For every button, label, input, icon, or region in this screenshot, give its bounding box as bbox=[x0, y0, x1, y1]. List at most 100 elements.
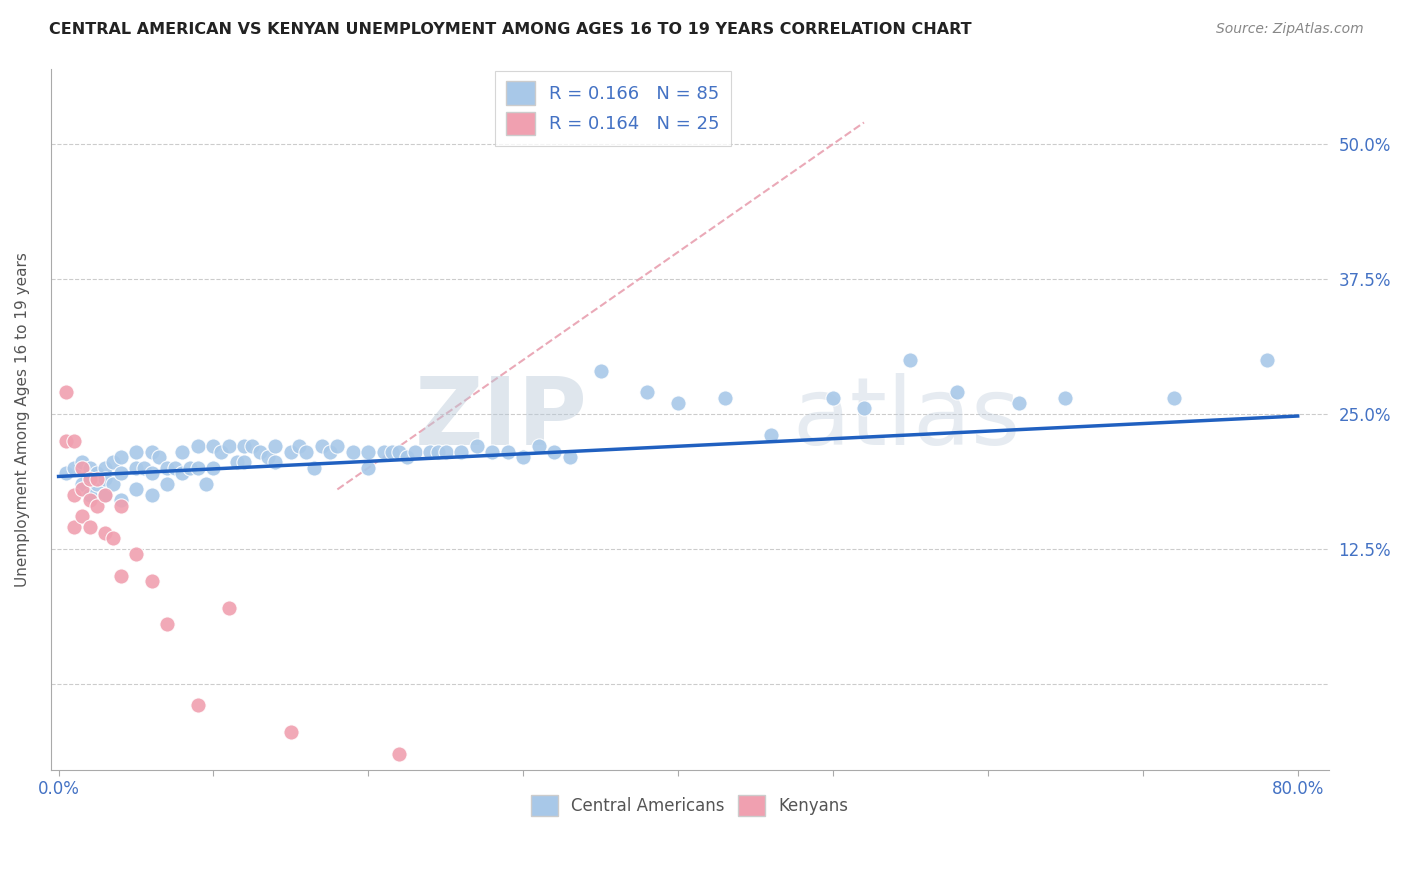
Text: CENTRAL AMERICAN VS KENYAN UNEMPLOYMENT AMONG AGES 16 TO 19 YEARS CORRELATION CH: CENTRAL AMERICAN VS KENYAN UNEMPLOYMENT … bbox=[49, 22, 972, 37]
Point bbox=[125, 547, 148, 561]
Point bbox=[55, 385, 77, 400]
Point bbox=[187, 698, 209, 713]
Point bbox=[311, 439, 333, 453]
Point bbox=[172, 444, 194, 458]
Point bbox=[450, 444, 472, 458]
Point bbox=[264, 439, 287, 453]
Point bbox=[141, 574, 163, 589]
Point bbox=[94, 488, 117, 502]
Point bbox=[233, 439, 256, 453]
Y-axis label: Unemployment Among Ages 16 to 19 years: Unemployment Among Ages 16 to 19 years bbox=[15, 252, 30, 587]
Point bbox=[357, 444, 380, 458]
Point bbox=[110, 450, 132, 464]
Point bbox=[543, 444, 565, 458]
Point bbox=[70, 455, 93, 469]
Point bbox=[172, 467, 194, 481]
Point bbox=[202, 439, 225, 453]
Point bbox=[94, 472, 117, 486]
Point bbox=[280, 725, 302, 739]
Point bbox=[63, 520, 86, 534]
Point bbox=[79, 488, 101, 502]
Point bbox=[163, 460, 186, 475]
Point bbox=[148, 450, 170, 464]
Point bbox=[156, 617, 179, 632]
Point bbox=[853, 401, 876, 416]
Point bbox=[101, 455, 124, 469]
Point bbox=[209, 444, 232, 458]
Point bbox=[141, 467, 163, 481]
Point bbox=[63, 460, 86, 475]
Point bbox=[225, 455, 247, 469]
Point bbox=[187, 460, 209, 475]
Point bbox=[55, 434, 77, 448]
Point bbox=[125, 483, 148, 497]
Point bbox=[94, 460, 117, 475]
Point bbox=[101, 477, 124, 491]
Point bbox=[427, 444, 450, 458]
Point bbox=[1054, 391, 1077, 405]
Point bbox=[110, 493, 132, 508]
Point bbox=[1008, 396, 1031, 410]
Point bbox=[249, 444, 271, 458]
Point bbox=[233, 455, 256, 469]
Point bbox=[187, 439, 209, 453]
Point bbox=[388, 747, 411, 761]
Point bbox=[821, 391, 844, 405]
Point bbox=[156, 477, 179, 491]
Point bbox=[373, 444, 395, 458]
Point bbox=[240, 439, 263, 453]
Point bbox=[70, 477, 93, 491]
Text: atlas: atlas bbox=[792, 373, 1021, 466]
Point bbox=[110, 499, 132, 513]
Point bbox=[70, 460, 93, 475]
Point bbox=[713, 391, 735, 405]
Point bbox=[79, 460, 101, 475]
Point bbox=[94, 525, 117, 540]
Point bbox=[256, 450, 278, 464]
Point bbox=[396, 450, 419, 464]
Point bbox=[79, 472, 101, 486]
Point bbox=[141, 488, 163, 502]
Point bbox=[79, 520, 101, 534]
Point bbox=[202, 460, 225, 475]
Point bbox=[496, 444, 519, 458]
Point bbox=[558, 450, 581, 464]
Point bbox=[295, 444, 318, 458]
Point bbox=[132, 460, 155, 475]
Point bbox=[70, 483, 93, 497]
Point bbox=[759, 428, 782, 442]
Point bbox=[110, 568, 132, 582]
Point bbox=[357, 460, 380, 475]
Text: ZIP: ZIP bbox=[415, 373, 588, 466]
Point bbox=[326, 439, 349, 453]
Point bbox=[264, 455, 287, 469]
Point bbox=[1163, 391, 1185, 405]
Point bbox=[63, 434, 86, 448]
Point bbox=[666, 396, 689, 410]
Point bbox=[900, 352, 922, 367]
Point bbox=[318, 444, 340, 458]
Point bbox=[381, 444, 404, 458]
Point bbox=[63, 488, 86, 502]
Point bbox=[465, 439, 488, 453]
Point bbox=[125, 460, 148, 475]
Point bbox=[589, 364, 612, 378]
Point bbox=[388, 444, 411, 458]
Point bbox=[179, 460, 201, 475]
Point bbox=[55, 467, 77, 481]
Point bbox=[481, 444, 503, 458]
Point bbox=[404, 444, 426, 458]
Point bbox=[86, 467, 108, 481]
Point bbox=[141, 444, 163, 458]
Point bbox=[86, 499, 108, 513]
Point bbox=[419, 444, 441, 458]
Point bbox=[434, 444, 457, 458]
Point bbox=[527, 439, 550, 453]
Point bbox=[280, 444, 302, 458]
Point bbox=[94, 488, 117, 502]
Point bbox=[156, 460, 179, 475]
Point bbox=[86, 477, 108, 491]
Point bbox=[218, 439, 240, 453]
Point bbox=[512, 450, 534, 464]
Point bbox=[79, 493, 101, 508]
